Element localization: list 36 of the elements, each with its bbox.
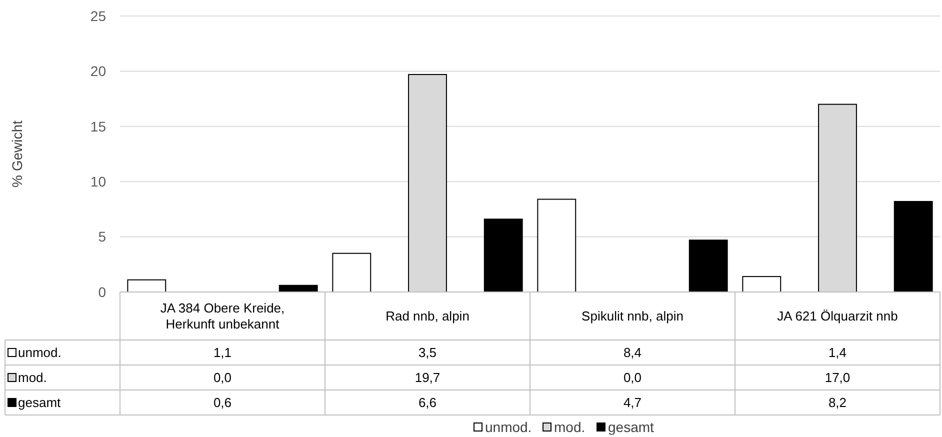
text: mod.: [18, 370, 47, 386]
data-label: 8,2: [828, 395, 847, 410]
bar: [537, 198, 576, 292]
data-label: 1,4: [828, 345, 847, 360]
x-tick-label: JA 621 Ölquarzit nnb: [777, 308, 898, 324]
data-label: 0,0: [623, 370, 642, 386]
data-label: 17,0: [824, 370, 850, 386]
x-tick-label: JA 384 Obere Kreide, Herkunft unbekannt: [160, 300, 285, 332]
data-label: 3,5: [418, 345, 437, 360]
bar: [894, 200, 933, 292]
legend-label: gesamt: [608, 418, 654, 435]
bar: [127, 279, 166, 292]
data-label: 4,7: [623, 395, 642, 410]
bar: [332, 252, 372, 292]
y-tick-label: 20: [90, 63, 106, 80]
data-label: 0,0: [213, 370, 232, 386]
bar: [484, 218, 523, 292]
y-tick-label: 0: [98, 284, 106, 300]
bar: [742, 276, 782, 292]
y-tick-label: 25: [90, 8, 106, 24]
x-tick-label: Spikulit nnb, alpin: [582, 308, 684, 324]
data-label: 0,6: [213, 395, 232, 410]
text: unmod.: [485, 418, 532, 435]
y-tick-label: 5: [98, 228, 106, 245]
data-label: 19,7: [414, 370, 440, 386]
x-tick-label: Rad nnb, alpin: [386, 308, 470, 324]
legend-label: mod.: [554, 418, 586, 435]
legend-label: unmod.: [18, 345, 62, 360]
y-axis-title: % Gewicht: [9, 120, 25, 188]
data-label: 8,4: [623, 345, 642, 360]
y-tick-label: 10: [90, 174, 106, 190]
bar: [688, 240, 728, 292]
data-label: 1,1: [213, 345, 232, 360]
data-label: 6,6: [418, 395, 437, 410]
y-tick-label: 15: [90, 118, 106, 134]
text: gesamt: [18, 395, 61, 410]
